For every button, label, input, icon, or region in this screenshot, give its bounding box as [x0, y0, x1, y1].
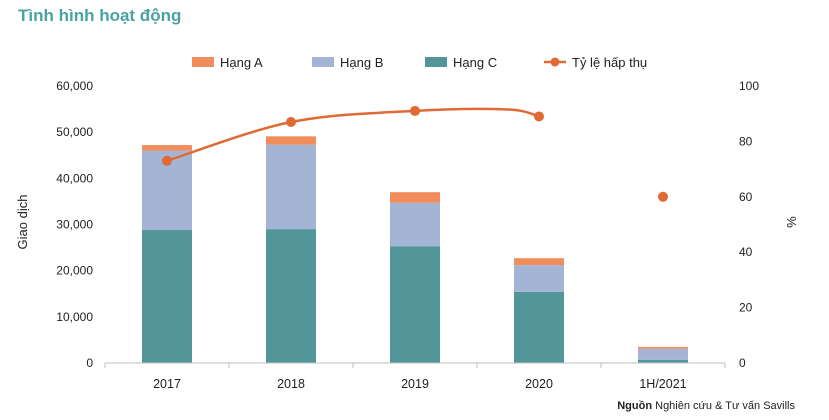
bar-segment	[514, 291, 564, 363]
bar-segment	[514, 265, 564, 292]
bar-segment	[638, 359, 688, 363]
y-axis-label: Giao dịch	[15, 195, 30, 250]
line-group	[162, 105, 668, 202]
bar-segment	[514, 258, 564, 266]
y-right-tick-label: 60	[739, 190, 753, 204]
bar-segment	[266, 144, 316, 230]
x-tick-label: 2020	[525, 377, 553, 391]
page-title: Tình hình hoạt động	[18, 6, 182, 25]
y-right-tick-label: 20	[739, 301, 753, 315]
absorption-rate-point	[286, 117, 296, 128]
y-right-tick-label: 40	[739, 245, 753, 259]
x-axis: 2017 2018 2019 2020 1H/2021	[104, 362, 726, 391]
absorption-rate-line	[166, 107, 540, 162]
bar-segment	[390, 246, 440, 363]
chart: Hạng A Hạng B Hạng C Tỷ lệ hấp thụ 0 10,000 2…	[15, 55, 799, 391]
absorption-rate-point	[658, 191, 668, 202]
absorption-rate-point	[410, 105, 420, 116]
legend-label: Tỷ lệ hấp thụ	[572, 55, 647, 70]
y-right-tick-label: 100	[739, 79, 759, 93]
y-axis-right-label: %	[784, 216, 799, 228]
absorption-rate-point	[162, 155, 172, 166]
legend-label: Hạng C	[453, 55, 497, 70]
chart-legend: Hạng A Hạng B Hạng C Tỷ lệ hấp thụ	[192, 55, 647, 70]
legend-swatch	[425, 57, 447, 67]
bar-segment	[390, 192, 440, 203]
y-tick-label: 40,000	[56, 171, 93, 185]
legend-swatch	[192, 57, 214, 67]
y-right-tick-label: 0	[739, 356, 746, 370]
y-right-tick-label: 80	[739, 134, 753, 148]
x-tick-label: 2017	[153, 377, 181, 391]
bar-segment	[638, 348, 688, 360]
bar-segment	[638, 346, 688, 349]
x-tick-label: 2018	[277, 377, 305, 391]
y-tick-label: 60,000	[56, 79, 93, 93]
legend-label: Hạng B	[340, 55, 383, 70]
bar-group	[142, 136, 688, 363]
legend-marker-swatch	[550, 57, 560, 67]
y-tick-label: 50,000	[56, 125, 93, 139]
y-tick-label: 10,000	[56, 310, 93, 324]
x-tick-label: 2019	[401, 377, 429, 391]
x-tick-label: 1H/2021	[639, 377, 686, 391]
legend-label: Hạng A	[220, 55, 263, 70]
bar-segment	[266, 136, 316, 145]
source-label: Nguồn	[617, 400, 653, 412]
y-tick-label: 30,000	[56, 218, 93, 232]
bar-segment	[266, 229, 316, 363]
source-text: Nghiên cứu & Tư vấn Savills	[655, 400, 795, 412]
left-axis: 0 10,000 20,000 30,000 40,000 50,000 60,000	[56, 79, 93, 370]
right-axis: 0 20 40 60 80 100	[739, 79, 759, 370]
bar-segment	[142, 230, 192, 363]
bar-segment	[142, 145, 192, 151]
absorption-rate-point	[534, 111, 544, 122]
y-tick-label: 0	[86, 356, 93, 370]
y-tick-label: 20,000	[56, 264, 93, 278]
legend-swatch	[312, 57, 334, 67]
source-note: Nguồn Nghiên cứu & Tư vấn Savills	[617, 400, 795, 412]
bar-segment	[390, 202, 440, 247]
